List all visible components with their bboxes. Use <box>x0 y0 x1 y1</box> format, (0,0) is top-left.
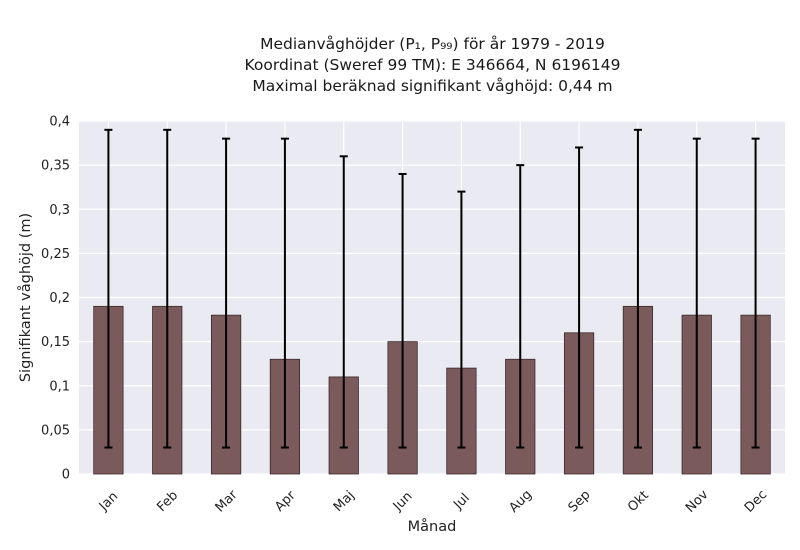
y-tick-label: 0 <box>62 468 70 483</box>
y-tick-label: 0,05 <box>41 423 70 438</box>
x-tick-label-jun: Jun <box>390 489 416 515</box>
error-bars <box>104 128 760 449</box>
x-tick-label-aug: Aug <box>506 487 535 516</box>
y-tick-label: 0,2 <box>49 291 70 306</box>
error-bar-maj <box>339 155 348 449</box>
error-bar-dec <box>751 137 760 449</box>
x-tick-label-dec: Dec <box>742 487 770 515</box>
y-axis-ticks: 0 0,05 0,1 0,15 0,2 0,25 0,3 0,35 0,4 <box>41 115 70 483</box>
x-tick-label-maj: Maj <box>331 488 358 515</box>
x-tick-label-okt: Okt <box>625 488 652 515</box>
y-tick-label: 0,1 <box>49 379 70 394</box>
error-bar-okt <box>633 128 642 449</box>
x-tick-label-jul: Jul <box>450 491 472 513</box>
error-bar-mar <box>222 137 231 449</box>
y-axis-label: Signifikant våghöjd (m) <box>17 213 34 382</box>
y-tick-label: 0,35 <box>41 159 70 174</box>
y-tick-label: 0,25 <box>41 247 70 262</box>
x-tick-label-mar: Mar <box>213 487 241 515</box>
error-bar-jun <box>398 172 407 449</box>
x-axis-label: Månad <box>408 518 457 535</box>
chart-title-line-3: Maximal beräknad signifikant våghöjd: 0,… <box>252 77 613 95</box>
error-bar-feb <box>163 128 172 449</box>
chart-title-line-2: Koordinat (Sweref 99 TM): E 346664, N 61… <box>244 56 621 74</box>
x-tick-label-sep: Sep <box>566 488 594 516</box>
y-tick-label: 0,4 <box>49 115 70 130</box>
error-bar-apr <box>280 137 289 449</box>
x-axis-ticks: Jan Feb Mar Apr Maj Jun Jul Aug Sep Okt Nov Dec <box>96 487 770 516</box>
error-bar-jul <box>457 190 466 449</box>
error-bar-sep <box>575 146 584 449</box>
y-tick-label: 0,3 <box>49 203 70 218</box>
error-bar-nov <box>692 137 701 449</box>
error-bar-jan <box>104 128 113 449</box>
x-tick-label-jan: Jan <box>96 489 121 514</box>
x-tick-label-feb: Feb <box>154 488 181 515</box>
x-tick-label-nov: Nov <box>683 487 712 516</box>
chart-title: Medianvåghöjder (P₁, P₉₉) för år 1979 - … <box>80 34 785 97</box>
error-bar-aug <box>516 164 525 449</box>
chart-title-line-1: Medianvåghöjder (P₁, P₉₉) för år 1979 - … <box>260 35 605 53</box>
y-tick-label: 0,15 <box>41 335 70 350</box>
x-tick-label-apr: Apr <box>272 488 299 515</box>
